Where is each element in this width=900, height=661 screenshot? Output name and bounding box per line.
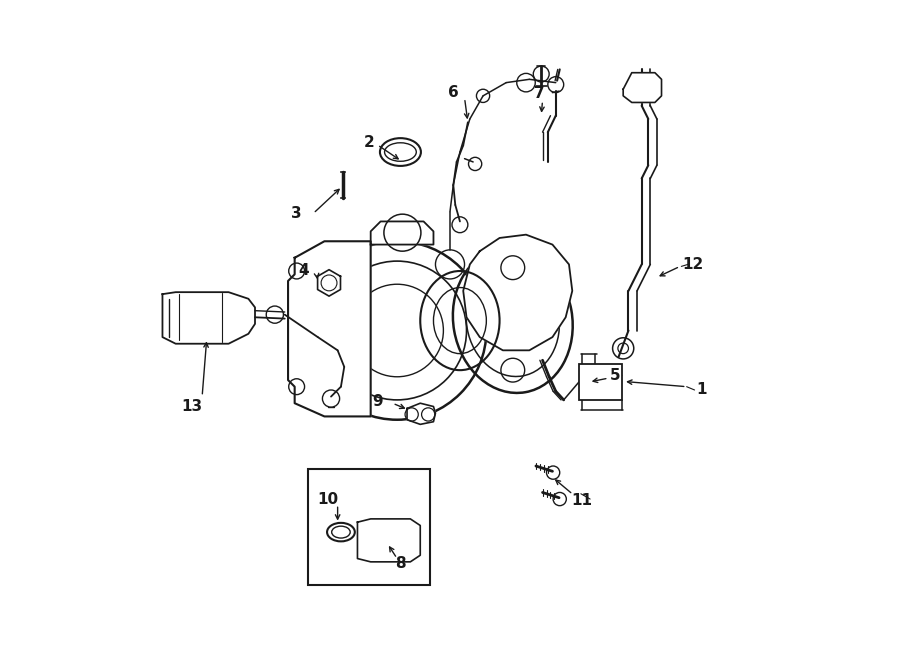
Text: 10: 10 (317, 492, 338, 506)
Polygon shape (288, 241, 371, 416)
Text: 13: 13 (182, 399, 202, 414)
Text: 12: 12 (682, 257, 704, 272)
Text: 5: 5 (610, 368, 621, 383)
FancyBboxPatch shape (579, 364, 622, 400)
Polygon shape (371, 221, 434, 245)
Polygon shape (623, 73, 662, 102)
Text: 9: 9 (372, 394, 382, 408)
Polygon shape (357, 519, 420, 562)
Text: 1: 1 (696, 383, 706, 397)
Text: 3: 3 (291, 206, 302, 221)
Polygon shape (318, 270, 340, 296)
Text: 6: 6 (448, 85, 459, 100)
Text: 11: 11 (572, 493, 593, 508)
Bar (308, 469, 430, 585)
Text: 2: 2 (364, 135, 374, 149)
Polygon shape (407, 403, 436, 424)
Polygon shape (464, 235, 572, 350)
Text: 8: 8 (395, 556, 406, 570)
Polygon shape (163, 292, 255, 344)
Text: 7: 7 (534, 87, 544, 101)
Text: 4: 4 (298, 263, 309, 278)
